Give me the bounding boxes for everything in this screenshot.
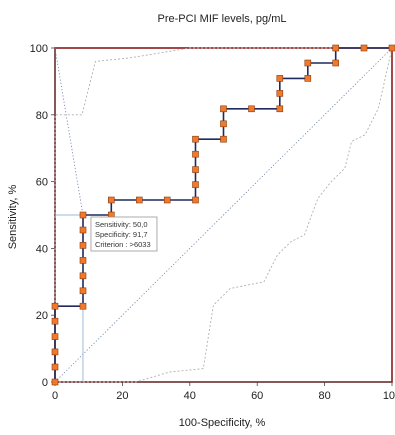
roc-point (360, 44, 368, 52)
y-tick-label: 100 (30, 43, 48, 55)
y-axis-title: Sensitivity, % (7, 184, 19, 249)
criterion-annotation-line: Specificity: 91,7 (95, 230, 148, 239)
x-tick-label: 60 (251, 390, 263, 402)
roc-point (220, 120, 227, 128)
roc-point (79, 226, 87, 234)
y-tick-label: 80 (36, 110, 48, 122)
roc-point (304, 75, 312, 82)
roc-point (51, 317, 59, 325)
roc-point (192, 150, 199, 158)
y-tick-label: 40 (36, 243, 48, 255)
roc-point (51, 363, 59, 371)
x-tick-label: 100 (383, 390, 395, 402)
ci-lower-line (55, 47, 393, 383)
roc-point (220, 105, 227, 113)
x-axis-title: 100-Specificity, % (179, 417, 266, 429)
criterion-annotation-box (90, 216, 158, 252)
roc-point (332, 59, 340, 67)
tangent-line (54, 47, 84, 216)
reference-line (54, 47, 393, 383)
roc-point (276, 105, 284, 113)
roc-point (79, 302, 87, 310)
roc-point (220, 135, 227, 143)
roc-point (79, 257, 87, 264)
roc-point (163, 196, 171, 204)
roc-point (248, 105, 255, 113)
roc-point (192, 181, 199, 188)
roc-point (276, 75, 284, 82)
roc-point (136, 196, 143, 204)
roc-point (388, 44, 395, 52)
roc-point (51, 302, 59, 310)
x-tick-label: 80 (318, 390, 330, 402)
roc-point (79, 211, 87, 219)
y-tick-label: 0 (42, 377, 48, 389)
roc-point (192, 166, 199, 173)
plot-area: 0 20 40 60 80 100 0 20 40 60 80 100 Sensitivity: 50,… (30, 43, 395, 402)
roc-point (79, 272, 87, 280)
criterion-annotation-line: Sensitivity: 50,0 (95, 220, 148, 229)
roc-point (79, 287, 87, 295)
criterion-annotation-line: Criterion : >6033 (95, 240, 151, 249)
roc-point (192, 196, 199, 204)
roc-point (332, 44, 340, 52)
x-tick-label: 40 (184, 390, 196, 402)
roc-point (108, 196, 115, 204)
roc-point (51, 378, 59, 386)
roc-point (276, 90, 284, 97)
chart-title: Pre-PCI MIF levels, pg/mL (158, 13, 287, 25)
roc-point (51, 348, 59, 356)
roc-point (304, 59, 312, 67)
roc-point (192, 135, 199, 143)
x-tick-label: 0 (52, 390, 58, 402)
roc-point (51, 333, 59, 340)
x-tick-label: 20 (116, 390, 128, 402)
y-tick-label: 60 (36, 177, 48, 189)
y-tick-label: 20 (36, 310, 48, 322)
roc-point (79, 242, 87, 249)
